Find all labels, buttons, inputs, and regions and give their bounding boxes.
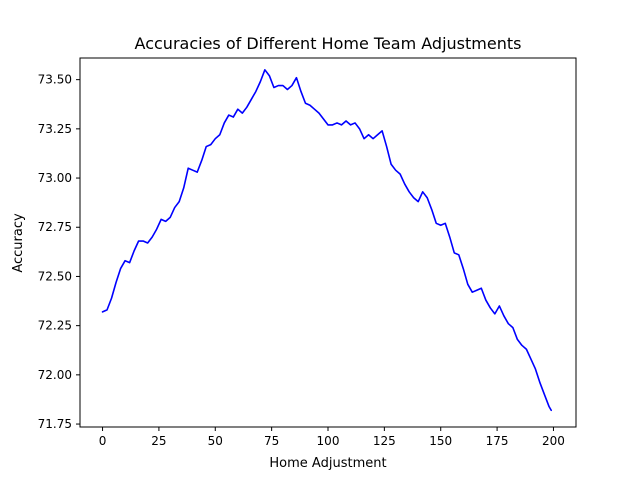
x-tick-label: 25 [151, 434, 166, 448]
y-tick-label: 72.25 [38, 319, 72, 333]
y-tick-label: 72.00 [38, 368, 72, 382]
x-tick-label: 125 [373, 434, 396, 448]
y-axis-label: Accuracy [11, 213, 26, 273]
y-tick-label: 72.75 [38, 220, 72, 234]
x-tick-label: 50 [208, 434, 223, 448]
plot-series-layer [101, 69, 552, 412]
x-tick-label: 100 [317, 434, 340, 448]
x-tick-label: 200 [542, 434, 565, 448]
y-tick-label: 73.00 [38, 171, 72, 185]
accuracy-line [101, 69, 552, 412]
plot-area-frame [79, 57, 577, 428]
y-axis: 71.75 72.00 72.25 72.50 72.75 73.00 73.25 73.50 [38, 73, 80, 431]
x-tick-label: 150 [429, 434, 452, 448]
y-tick-label: 73.25 [38, 122, 72, 136]
x-tick-label: 175 [486, 434, 509, 448]
x-tick-label: 0 [99, 434, 107, 448]
x-axis: 0 25 50 75 100 125 150 175 200 [99, 427, 565, 448]
chart-title: Accuracies of Different Home Team Adjust… [135, 34, 522, 53]
x-axis-label: Home Adjustment [269, 456, 386, 471]
y-tick-label: 72.50 [38, 269, 72, 283]
y-tick-label: 73.50 [38, 73, 72, 87]
y-tick-label: 71.75 [38, 417, 72, 431]
x-tick-label: 75 [264, 434, 279, 448]
